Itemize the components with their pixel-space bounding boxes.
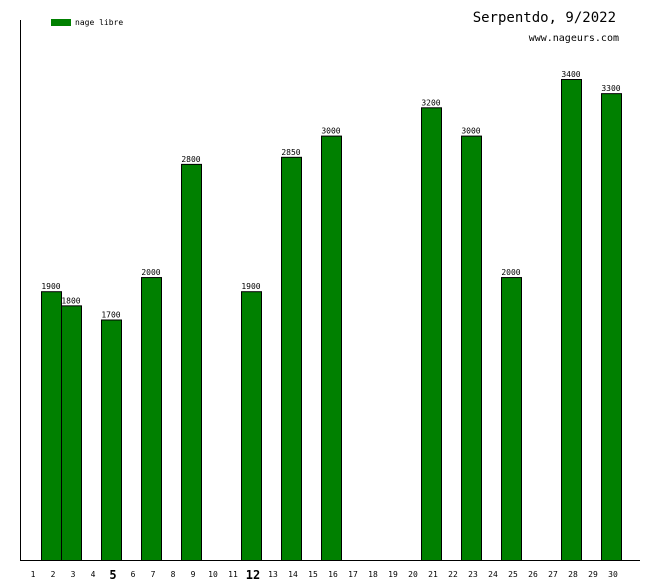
x-tick-9: 9: [191, 570, 196, 579]
x-tick-18: 18: [368, 570, 378, 579]
value-labels: 1900180017002000280019002850300032003000…: [41, 70, 620, 320]
x-tick-17: 17: [348, 570, 358, 579]
value-label-day-16: 3000: [321, 127, 340, 136]
x-tick-21: 21: [428, 570, 438, 579]
x-tick-30: 30: [608, 570, 618, 579]
bar-day-28: [561, 79, 582, 561]
x-tick-23: 23: [468, 570, 478, 579]
bar-day-9: [181, 163, 202, 561]
x-tick-7: 7: [151, 570, 156, 579]
x-tick-19: 19: [388, 570, 398, 579]
x-tick-27: 27: [548, 570, 558, 579]
value-label-day-3: 1800: [61, 296, 80, 305]
bar-day-16: [321, 135, 342, 562]
x-tick-24: 24: [488, 570, 498, 579]
x-tick-12: 12: [246, 568, 260, 580]
x-tick-5: 5: [109, 568, 116, 580]
x-tick-28: 28: [568, 570, 578, 579]
bar-day-30: [601, 93, 622, 561]
value-label-day-28: 3400: [561, 70, 580, 79]
x-tick-16: 16: [328, 570, 338, 579]
value-label-day-9: 2800: [181, 155, 200, 164]
value-label-day-21: 3200: [421, 98, 440, 107]
bar-day-2: [41, 291, 62, 561]
x-tick-25: 25: [508, 570, 518, 579]
bar-day-14: [281, 156, 302, 561]
value-label-day-5: 1700: [101, 311, 120, 320]
value-label-day-30: 3300: [601, 84, 620, 93]
x-tick-labels: 1 2 3 4 5 6 7 8 9 10 11 12 13 14 15 16 17 18 19 20 21 22 23 24 2…: [31, 568, 618, 580]
bar-day-7: [141, 277, 162, 561]
bar-day-21: [421, 107, 442, 561]
x-tick-20: 20: [408, 570, 418, 579]
x-tick-14: 14: [288, 570, 298, 579]
bars: [41, 79, 622, 562]
legend-label: nage libre: [75, 18, 123, 27]
legend: nage libre: [51, 18, 123, 27]
x-tick-15: 15: [308, 570, 318, 579]
x-tick-3: 3: [71, 570, 76, 579]
x-tick-2: 2: [51, 570, 56, 579]
x-tick-13: 13: [268, 570, 278, 579]
x-tick-10: 10: [208, 570, 218, 579]
value-label-day-7: 2000: [141, 268, 160, 277]
x-tick-26: 26: [528, 570, 538, 579]
bar-day-12: [241, 291, 262, 561]
x-tick-1: 1: [31, 570, 36, 579]
value-label-day-25: 2000: [501, 268, 520, 277]
legend-swatch: [51, 19, 71, 26]
bar-day-23: [461, 135, 482, 562]
x-tick-6: 6: [131, 570, 136, 579]
bar-day-5: [101, 319, 122, 561]
x-tick-8: 8: [171, 570, 176, 579]
chart-title: Serpentdo, 9/2022: [473, 10, 616, 26]
x-tick-22: 22: [448, 570, 458, 579]
x-tick-29: 29: [588, 570, 598, 579]
bar-day-25: [501, 277, 522, 561]
value-label-day-23: 3000: [461, 127, 480, 136]
value-label-day-12: 1900: [241, 282, 260, 291]
value-label-day-14: 2850: [281, 148, 300, 157]
bar-day-3: [61, 305, 82, 561]
value-label-day-2: 1900: [41, 282, 60, 291]
chart-subtitle: www.nageurs.com: [529, 33, 619, 44]
x-tick-4: 4: [91, 570, 96, 579]
x-tick-11: 11: [228, 570, 238, 579]
